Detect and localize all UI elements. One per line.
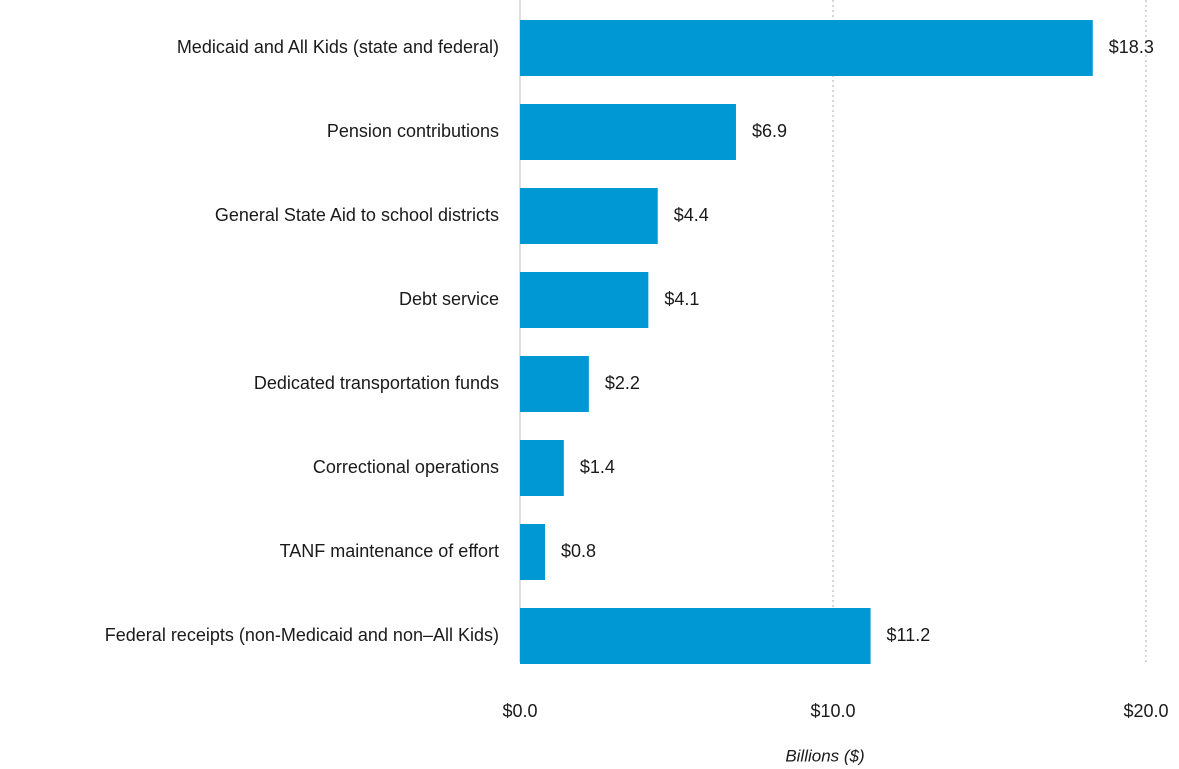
bar bbox=[520, 104, 736, 160]
value-label: $6.9 bbox=[752, 121, 787, 141]
value-label: $18.3 bbox=[1109, 37, 1154, 57]
x-tick-label: $0.0 bbox=[502, 701, 537, 721]
y-tick-label: Federal receipts (non-Medicaid and non–A… bbox=[105, 625, 499, 645]
bar bbox=[520, 440, 564, 496]
value-label: $1.4 bbox=[580, 457, 615, 477]
y-tick-label: Medicaid and All Kids (state and federal… bbox=[177, 37, 499, 57]
y-tick-label: Dedicated transportation funds bbox=[254, 373, 499, 393]
bar bbox=[520, 524, 546, 580]
value-label: $4.4 bbox=[674, 205, 709, 225]
bar bbox=[520, 608, 871, 664]
y-tick-label: Pension contributions bbox=[327, 121, 499, 141]
value-label: $4.1 bbox=[664, 289, 699, 309]
value-label: $2.2 bbox=[605, 373, 640, 393]
y-tick-label: Debt service bbox=[399, 289, 499, 309]
y-tick-label: TANF maintenance of effort bbox=[280, 541, 499, 561]
y-tick-label: General State Aid to school districts bbox=[215, 205, 499, 225]
x-tick-label: $10.0 bbox=[810, 701, 855, 721]
value-label: $11.2 bbox=[887, 625, 931, 645]
bar bbox=[520, 272, 649, 328]
x-axis-label: Billions ($) bbox=[785, 746, 864, 765]
value-label: $0.8 bbox=[561, 541, 596, 561]
bar bbox=[520, 356, 589, 412]
x-tick-label: $20.0 bbox=[1123, 701, 1168, 721]
y-tick-label: Correctional operations bbox=[313, 457, 499, 477]
bar bbox=[520, 188, 658, 244]
bar bbox=[520, 20, 1093, 76]
